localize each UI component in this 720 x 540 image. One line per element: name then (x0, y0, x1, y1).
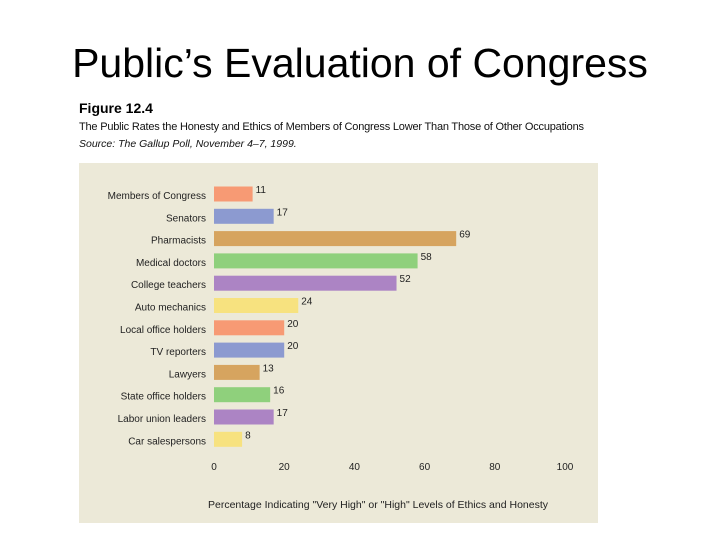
data-label: 20 (287, 319, 299, 330)
bar (214, 409, 274, 425)
x-tick-label: 0 (211, 462, 217, 473)
data-label: 11 (256, 185, 267, 196)
category-label: Pharmacists (151, 236, 206, 247)
category-label: Members of Congress (108, 191, 206, 202)
category-label: Car salespersons (128, 436, 206, 447)
category-label: College teachers (131, 280, 206, 291)
x-axis-title: Percentage Indicating "Very High" or "Hi… (208, 499, 549, 511)
x-tick-label: 40 (349, 462, 361, 473)
figure-caption: The Public Rates the Honesty and Ethics … (79, 121, 584, 133)
figure-source: Source: The Gallup Poll, November 4–7, 1… (79, 138, 297, 150)
category-label: TV reporters (150, 347, 206, 358)
data-label: 20 (287, 341, 299, 352)
data-label: 13 (263, 363, 275, 374)
bar (214, 387, 271, 403)
category-label: Medical doctors (136, 258, 206, 269)
bar (214, 186, 253, 202)
chart-panel: Members of Congress 11 Senators 17 Pharmacis… (79, 163, 598, 523)
bar (214, 208, 274, 224)
data-label: 69 (459, 230, 471, 241)
category-label: Labor union leaders (118, 414, 206, 425)
category-label: State office holders (121, 392, 206, 403)
data-label: 58 (421, 252, 433, 263)
category-label: Senators (166, 213, 206, 224)
x-tick-label: 20 (279, 462, 291, 473)
data-label: 24 (301, 297, 313, 308)
bar (214, 298, 299, 313)
data-label: 8 (245, 430, 251, 441)
bar (214, 364, 260, 380)
bar (214, 320, 285, 336)
bar (214, 231, 457, 247)
bar (214, 342, 285, 358)
x-tick-label: 100 (557, 462, 574, 473)
bar (214, 431, 243, 447)
figure-label: Figure 12.4 (79, 100, 153, 116)
bar (214, 275, 397, 291)
category-label: Lawyers (169, 369, 206, 380)
data-label: 17 (277, 207, 289, 218)
x-tick-label: 60 (419, 462, 431, 473)
data-label: 16 (273, 386, 285, 397)
category-label: Local office holders (120, 325, 206, 336)
bar-chart: Members of Congress 11 Senators 17 Pharmacis… (108, 185, 574, 511)
data-label: 17 (277, 408, 289, 419)
bar (214, 253, 418, 269)
data-label: 52 (400, 274, 412, 285)
category-label: Auto mechanics (135, 303, 206, 314)
x-tick-label: 80 (489, 462, 501, 473)
slide-title: Public’s Evaluation of Congress (72, 40, 648, 86)
